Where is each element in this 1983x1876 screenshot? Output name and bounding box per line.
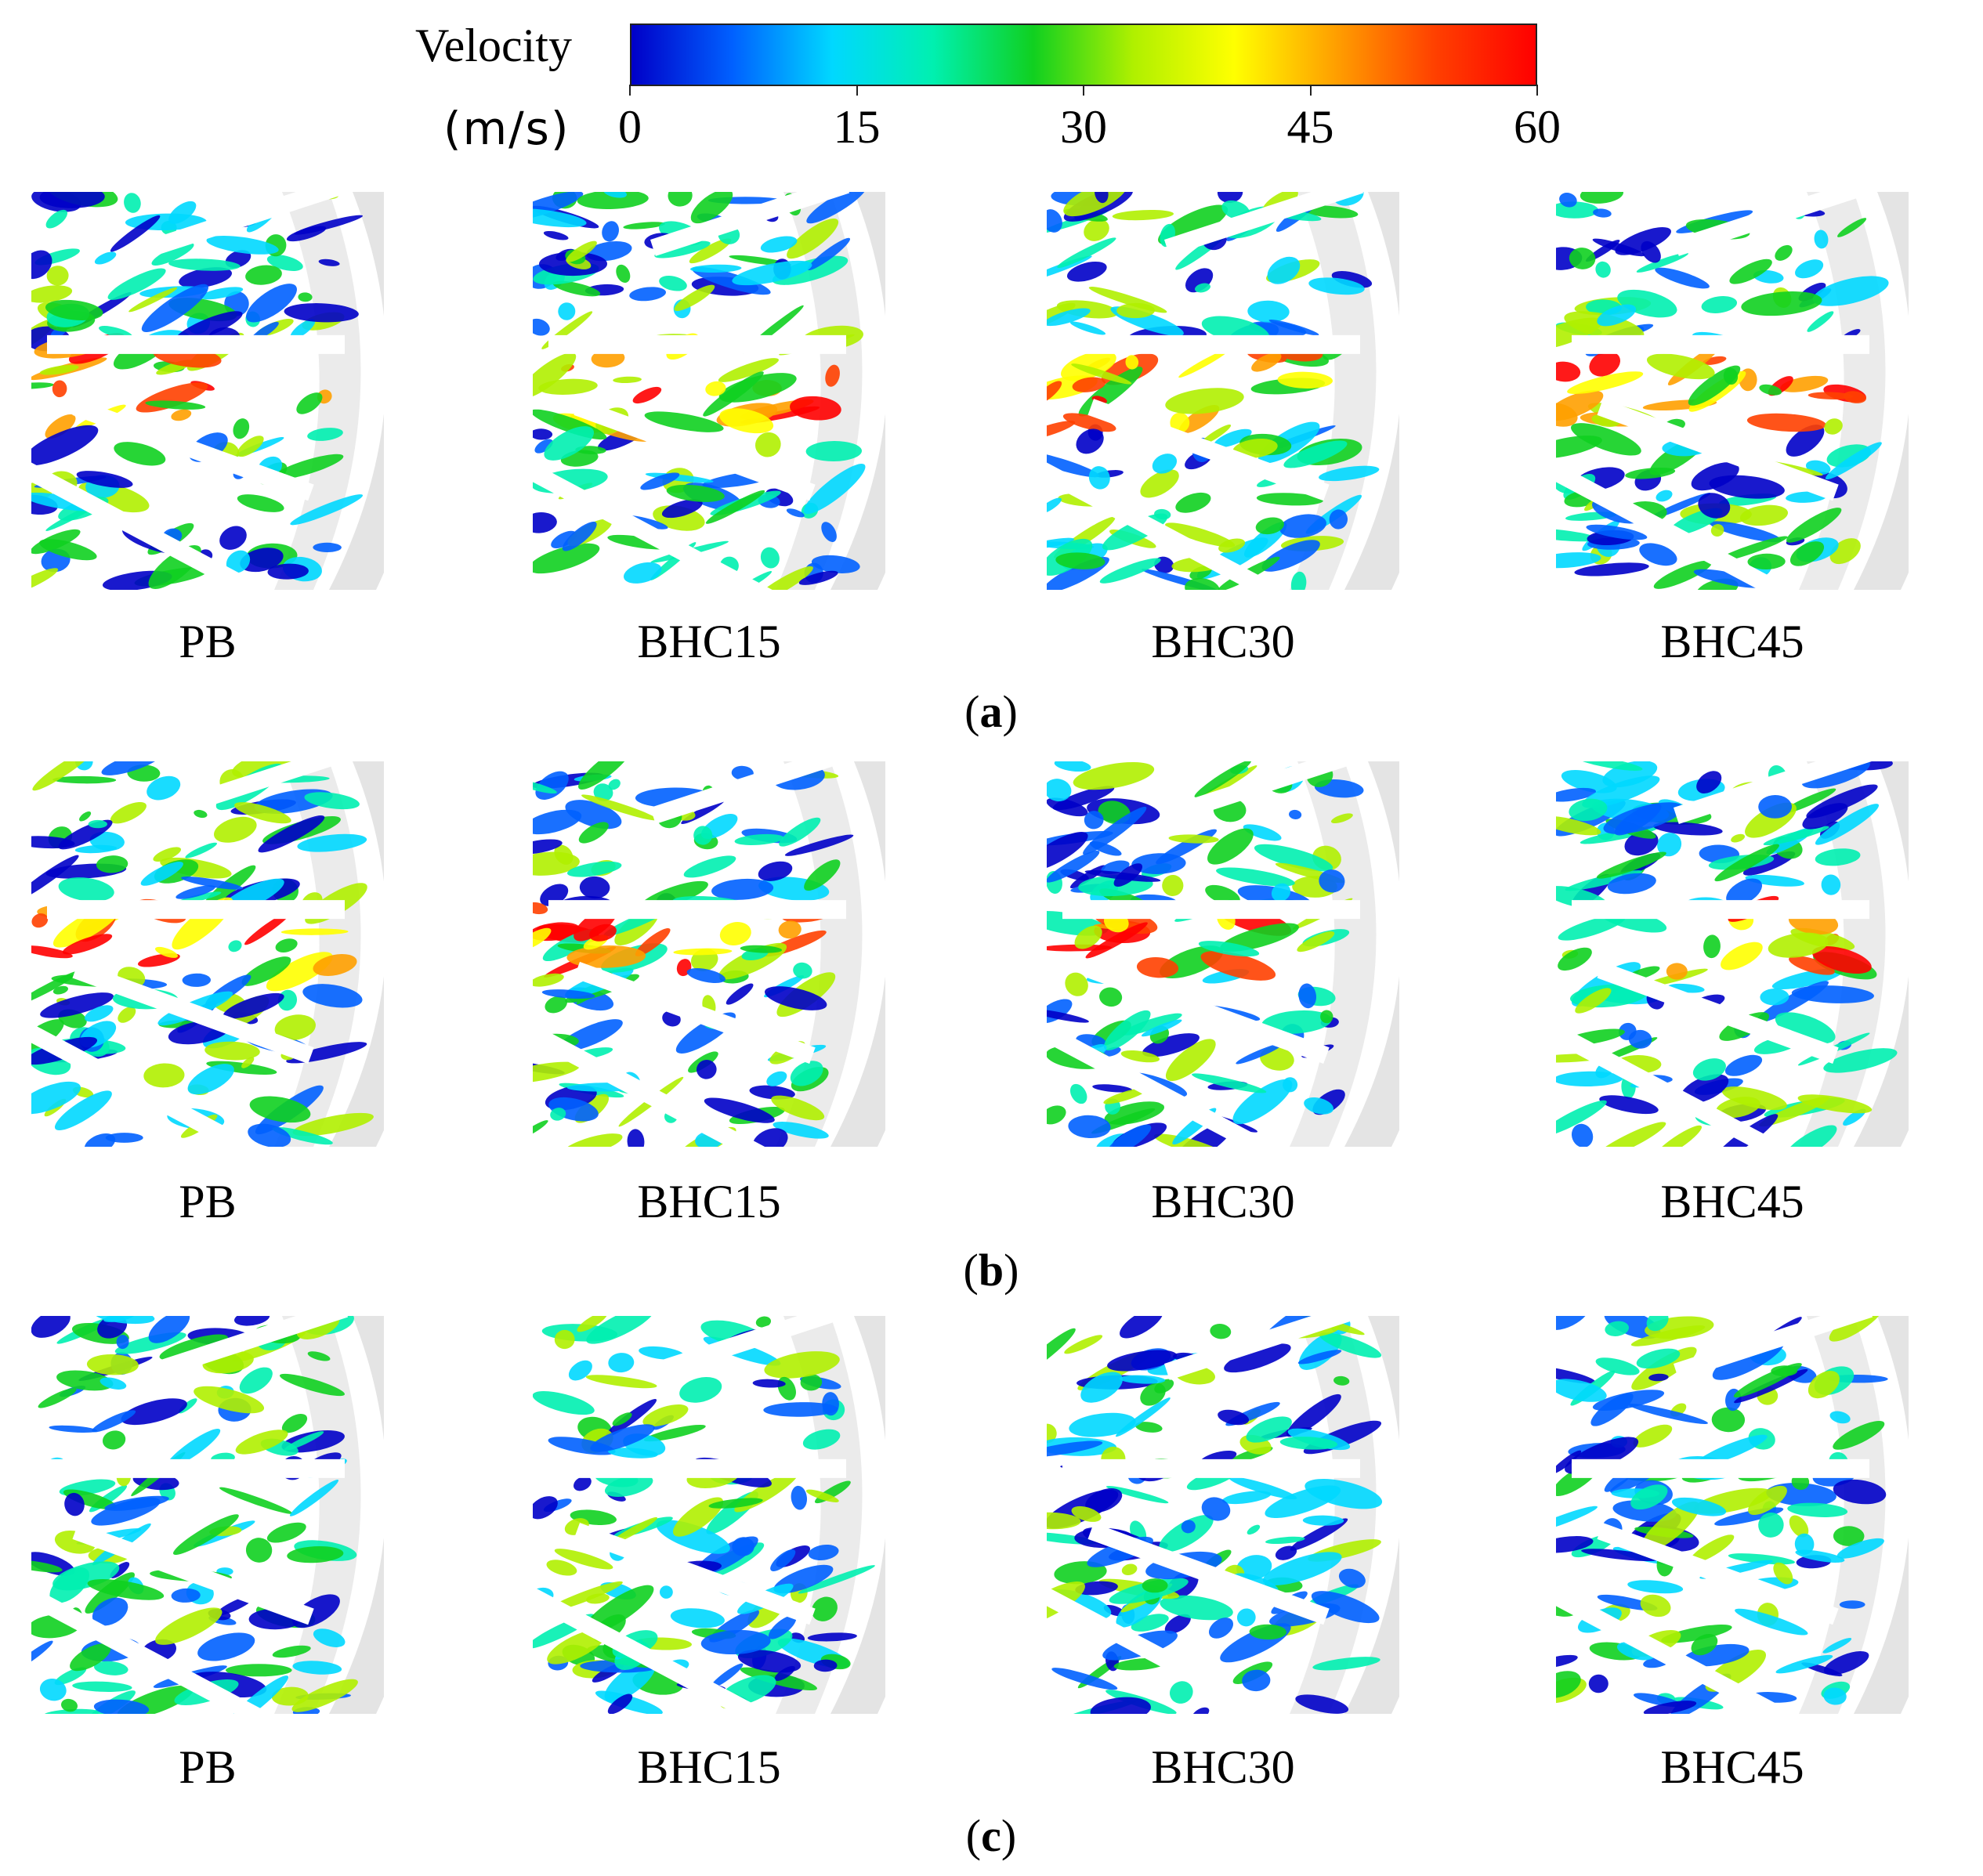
row-label-letter: c [981, 1810, 1001, 1861]
panel-label: BHC30 [1151, 616, 1295, 667]
colorbar-tick-mark [1536, 85, 1538, 96]
flow-visualization-panel [1047, 1316, 1399, 1714]
panel-label: PB [179, 616, 237, 667]
colorbar-tick-label: 60 [1514, 101, 1561, 153]
row-label: (b) [964, 1244, 1019, 1296]
panel-label: BHC45 [1660, 616, 1804, 667]
row-label-close: ) [1004, 1245, 1019, 1296]
row-label-close: ) [1001, 1810, 1017, 1861]
panel-label: PB [179, 1741, 237, 1793]
row-label-open: ( [963, 1245, 979, 1296]
colorbar-title: Velocity [415, 20, 572, 71]
flow-visualization-panel [1556, 761, 1909, 1147]
colorbar-tick-label: 45 [1286, 101, 1334, 153]
colorbar-tick-mark [856, 85, 858, 96]
panel-label: BHC45 [1660, 1176, 1804, 1227]
flow-visualization-panel [533, 192, 885, 590]
panel-label: BHC45 [1660, 1741, 1804, 1793]
flow-visualization-panel [533, 1316, 885, 1714]
panel-label: BHC30 [1151, 1741, 1295, 1793]
row-label: (c) [966, 1809, 1016, 1862]
colorbar-tick-mark [1083, 85, 1084, 96]
flow-visualization-panel [31, 1316, 384, 1714]
colorbar-tick-mark [1309, 85, 1312, 96]
flow-visualization-panel [31, 192, 384, 590]
flow-visualization-panel [1047, 192, 1399, 590]
row-label-close: ) [1002, 686, 1018, 737]
panel-label: PB [179, 1176, 237, 1227]
colorbar-tick-label: 15 [833, 101, 881, 153]
flow-visualization-panel [1556, 1316, 1909, 1714]
colorbar-tick-label: 30 [1060, 101, 1107, 153]
row-label-open: ( [964, 686, 980, 737]
flow-visualization-panel [1047, 761, 1399, 1147]
colorbar [630, 23, 1537, 86]
colorbar-tick-mark [629, 85, 631, 96]
row-label-open: ( [965, 1810, 982, 1861]
flow-visualization-panel [533, 761, 885, 1147]
flow-visualization-panel [31, 761, 384, 1147]
panel-label: BHC15 [637, 1741, 781, 1793]
colorbar-tick-label: 0 [618, 101, 642, 153]
row-label-letter: a [979, 686, 1003, 737]
row-label: (a) [964, 685, 1018, 738]
panel-label: BHC15 [637, 1176, 781, 1227]
flow-visualization-panel [1556, 192, 1909, 590]
row-label-letter: b [978, 1245, 1004, 1296]
colorbar-unit: (m/s) [443, 102, 570, 155]
panel-label: BHC15 [637, 616, 781, 667]
panel-label: BHC30 [1151, 1176, 1295, 1227]
